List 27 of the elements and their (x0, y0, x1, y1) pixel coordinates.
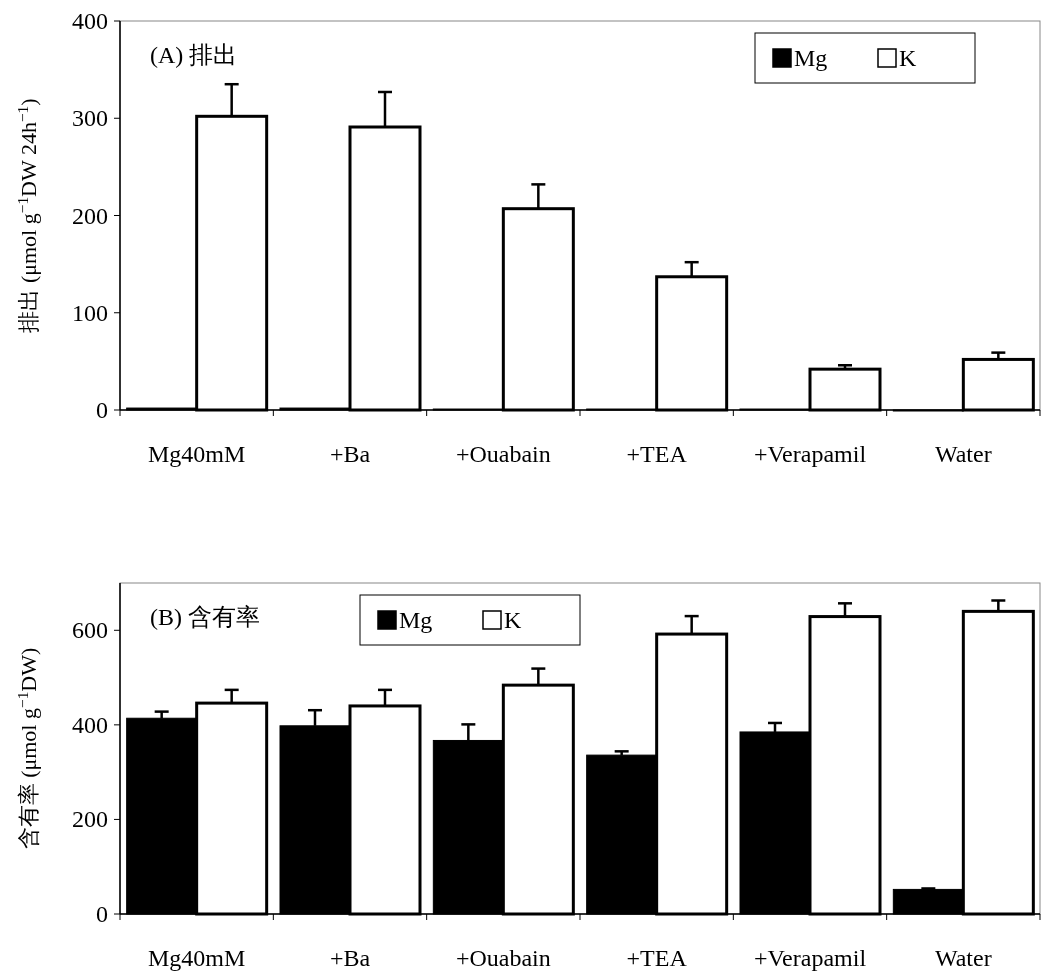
y-tick-label: 600 (72, 617, 108, 644)
legend-label: K (504, 607, 522, 633)
x-tick-label: +TEA (626, 441, 688, 467)
x-tick-label: +Verapamil (753, 945, 867, 971)
y-tick-label: 100 (72, 299, 108, 326)
x-tick-label: Mg40mM (147, 441, 246, 467)
x-tick-label: +Ba (329, 441, 371, 467)
legend-label: Mg (794, 45, 828, 71)
x-tick-label: +Ouabain (455, 945, 551, 971)
x-tick-label: +TEA (626, 945, 688, 971)
y-tick-label: 0 (96, 397, 108, 423)
text: (B) 含有率 (150, 604, 260, 630)
y-tick-label: 300 (72, 105, 108, 132)
x-tick-label: +Verapamil (753, 441, 867, 467)
y-tick-label: 400 (72, 711, 108, 738)
x-tick-label: +Ouabain (455, 441, 551, 467)
legend-label: Mg (399, 607, 433, 633)
y-tick-label: 400 (72, 8, 108, 34)
text: (A) 排出 (150, 42, 238, 68)
y-tick-label: 0 (96, 901, 108, 927)
y-tick-label: 200 (72, 806, 108, 833)
x-tick-label: Water (934, 945, 992, 971)
x-tick-label: +Ba (329, 945, 371, 971)
x-tick-label: Mg40mM (147, 945, 246, 971)
x-tick-label: Water (934, 441, 992, 467)
y-tick-label: 200 (72, 202, 108, 229)
legend-label: K (899, 45, 917, 71)
